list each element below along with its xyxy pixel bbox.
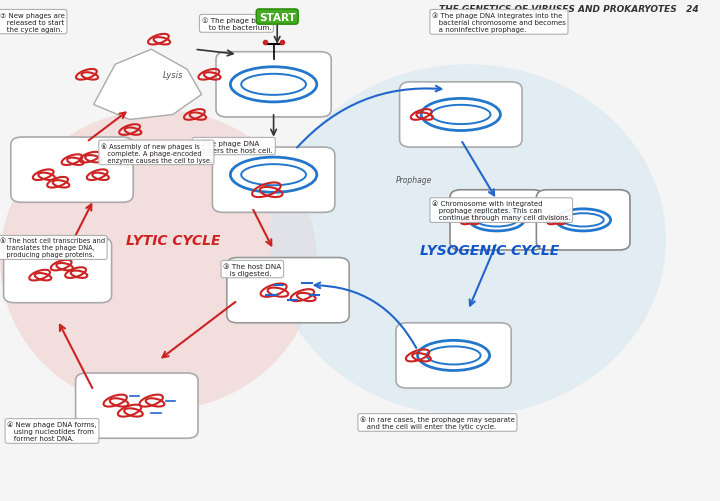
FancyBboxPatch shape [76, 373, 198, 438]
Ellipse shape [270, 65, 666, 416]
Text: LYTIC CYCLE: LYTIC CYCLE [125, 233, 220, 247]
Ellipse shape [0, 110, 317, 411]
Text: ⑥ Assembly of new phages is
   complete. A phage-encoded
   enzyme causes the ce: ⑥ Assembly of new phages is complete. A … [101, 143, 212, 163]
Text: ③ The host DNA
   is digested.: ③ The host DNA is digested. [223, 263, 282, 276]
Text: START: START [258, 13, 296, 23]
FancyBboxPatch shape [11, 138, 133, 203]
FancyBboxPatch shape [4, 238, 112, 303]
FancyBboxPatch shape [212, 148, 335, 213]
Text: ⑤ In rare cases, the prophage may separate
   and the cell will enter the lytic : ⑤ In rare cases, the prophage may separa… [360, 416, 515, 429]
FancyBboxPatch shape [216, 53, 331, 118]
Text: LYSOGENIC CYCLE: LYSOGENIC CYCLE [420, 243, 559, 258]
Text: Lysis: Lysis [163, 71, 183, 80]
Text: ① The phage binds
   to the bacterium.: ① The phage binds to the bacterium. [202, 18, 271, 31]
Text: ④ Chromosome with integrated
   prophage replicates. This can
   continue throug: ④ Chromosome with integrated prophage re… [432, 200, 570, 221]
Text: ③ The phage DNA integrates into the
   bacterial chromosome and becomes
   a non: ③ The phage DNA integrates into the bact… [432, 13, 566, 33]
Text: THE GENETICS OF VIRUSES AND PROKARYOTES   24: THE GENETICS OF VIRUSES AND PROKARYOTES … [438, 5, 698, 14]
FancyBboxPatch shape [400, 83, 522, 148]
Text: ⑤ The host cell transcribes and
   translates the phage DNA,
   producing phage : ⑤ The host cell transcribes and translat… [0, 238, 105, 258]
FancyBboxPatch shape [396, 323, 511, 388]
FancyBboxPatch shape [450, 190, 544, 250]
Text: ④ New phage DNA forms,
   using nucleotides from
   former host DNA.: ④ New phage DNA forms, using nucleotides… [7, 421, 96, 441]
Text: Prophage: Prophage [396, 176, 433, 185]
Polygon shape [94, 50, 202, 120]
FancyBboxPatch shape [536, 190, 630, 250]
Text: ② The phage DNA
   enters the host cell.: ② The phage DNA enters the host cell. [194, 140, 273, 153]
FancyBboxPatch shape [227, 258, 349, 323]
Text: ⑦ New phages are
   released to start
   the cycle again.: ⑦ New phages are released to start the c… [0, 13, 65, 33]
